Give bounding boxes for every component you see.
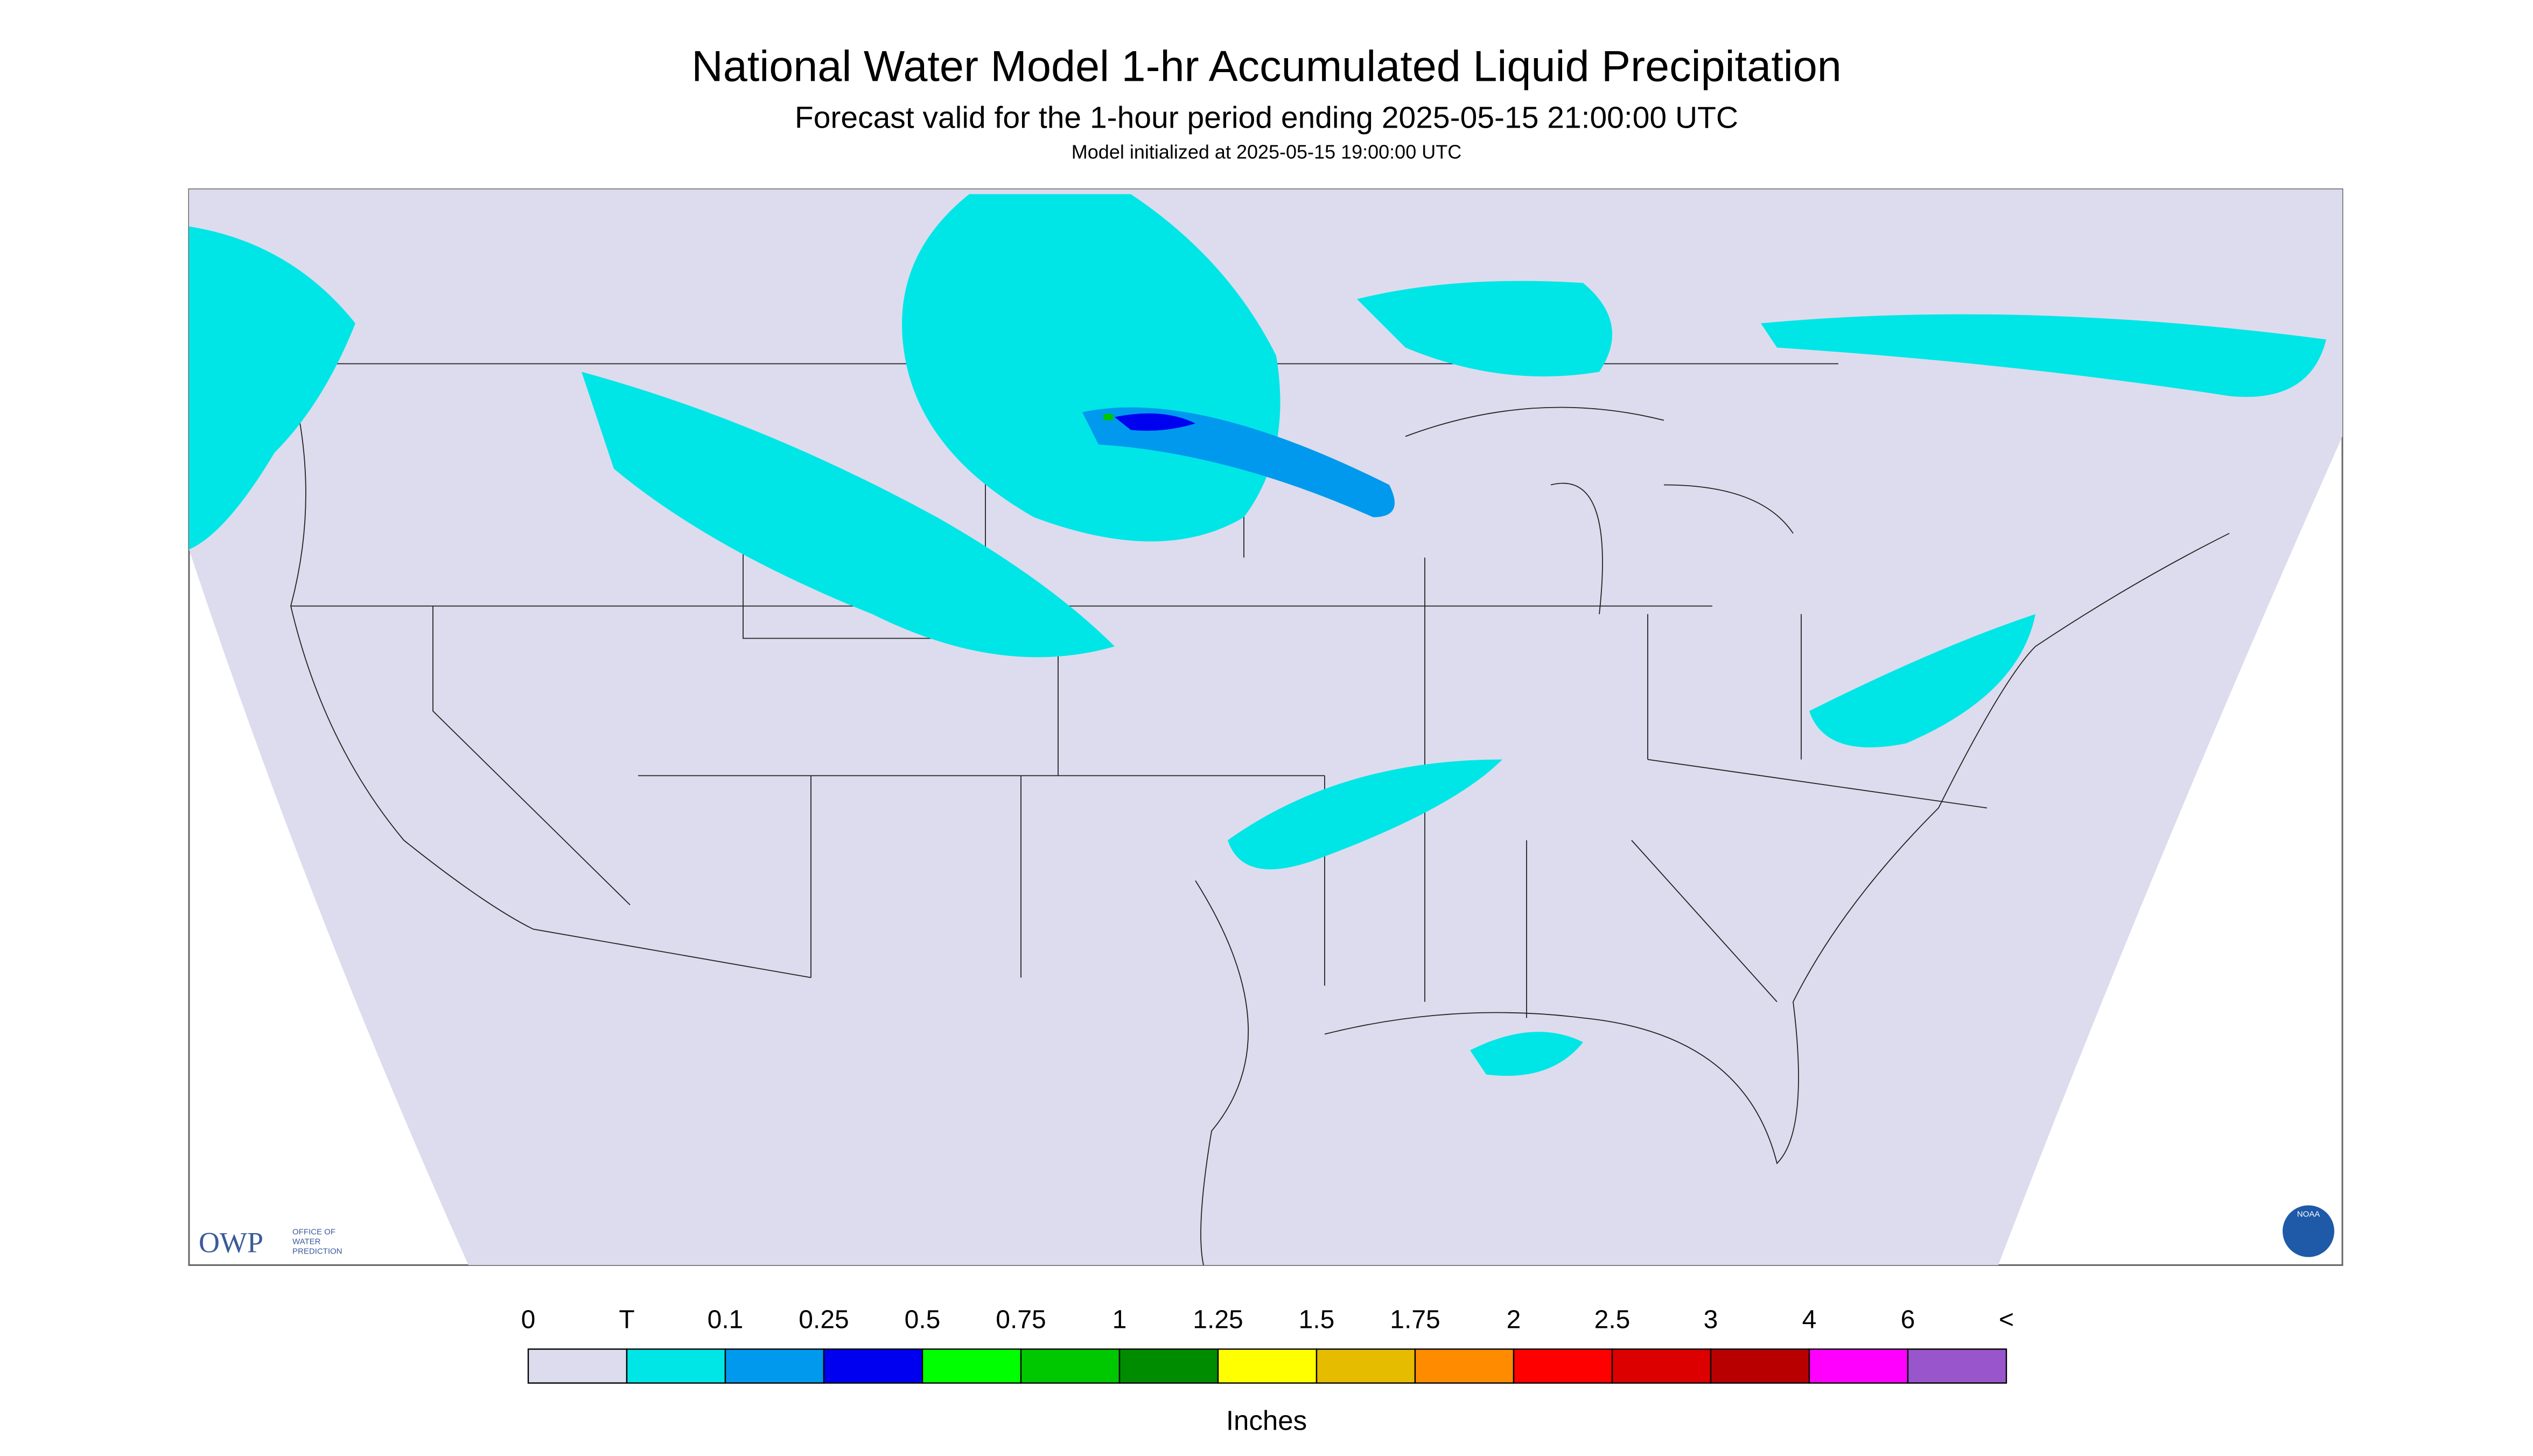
color-box bbox=[823, 1348, 923, 1384]
map: OWP OFFICE OF WATER PREDICTION NOAA bbox=[188, 188, 2343, 1266]
owp-text: PREDICTION bbox=[292, 1247, 342, 1256]
legend-label: 1.75 bbox=[1390, 1306, 1440, 1334]
legend-label: 2.5 bbox=[1594, 1306, 1631, 1334]
legend-label: 0.75 bbox=[996, 1306, 1046, 1334]
legend-label: T bbox=[619, 1306, 634, 1334]
color-box bbox=[1414, 1348, 1515, 1384]
color-box bbox=[1513, 1348, 1613, 1384]
color-box bbox=[1217, 1348, 1318, 1384]
init-time: Model initialized at 2025-05-15 19:00:00… bbox=[1072, 141, 1461, 163]
legend-label: 0.5 bbox=[905, 1306, 941, 1334]
owp-text: WATER bbox=[292, 1237, 321, 1247]
legend-label: 2 bbox=[1507, 1306, 1521, 1334]
color-box bbox=[1316, 1348, 1416, 1384]
legend-label: 0 bbox=[521, 1306, 536, 1334]
owp-logo: OWP bbox=[199, 1227, 263, 1259]
color-box bbox=[1118, 1348, 1219, 1384]
legend-label: < bbox=[1999, 1306, 2014, 1334]
color-box bbox=[1808, 1348, 1909, 1384]
owp-text: OFFICE OF bbox=[292, 1228, 335, 1237]
legend-label: 1 bbox=[1112, 1306, 1127, 1334]
legend-unit: Inches bbox=[1226, 1405, 1307, 1436]
boundaries bbox=[285, 363, 2230, 1265]
legend-label: 1.5 bbox=[1299, 1306, 1335, 1334]
legend-label: 3 bbox=[1704, 1306, 1718, 1334]
precipitation bbox=[189, 194, 2326, 1076]
color-box bbox=[1611, 1348, 1712, 1384]
legend: 0 T 0.1 0.25 0.5 0.75 1 1.25 1.5 1.75 2 2.5 3 4 6 < bbox=[521, 1306, 2014, 1384]
color-box bbox=[626, 1348, 726, 1384]
color-box bbox=[1020, 1348, 1121, 1384]
legend-label: 4 bbox=[1802, 1306, 1817, 1334]
subtitle: Forecast valid for the 1-hour period end… bbox=[795, 101, 1738, 135]
color-box bbox=[1907, 1348, 2007, 1384]
color-box bbox=[921, 1348, 1022, 1384]
title: National Water Model 1-hr Accumulated Li… bbox=[691, 43, 1842, 91]
legend-label: 0.1 bbox=[708, 1306, 744, 1334]
legend-label: 0.25 bbox=[799, 1306, 849, 1334]
noaa-logo bbox=[2283, 1205, 2334, 1257]
legend-label: 1.25 bbox=[1193, 1306, 1243, 1334]
color-box bbox=[724, 1348, 825, 1384]
color-box bbox=[1710, 1348, 1810, 1384]
legend-label: 6 bbox=[1901, 1306, 1915, 1334]
noaa-text: NOAA bbox=[2297, 1210, 2320, 1219]
color-box bbox=[527, 1348, 628, 1384]
